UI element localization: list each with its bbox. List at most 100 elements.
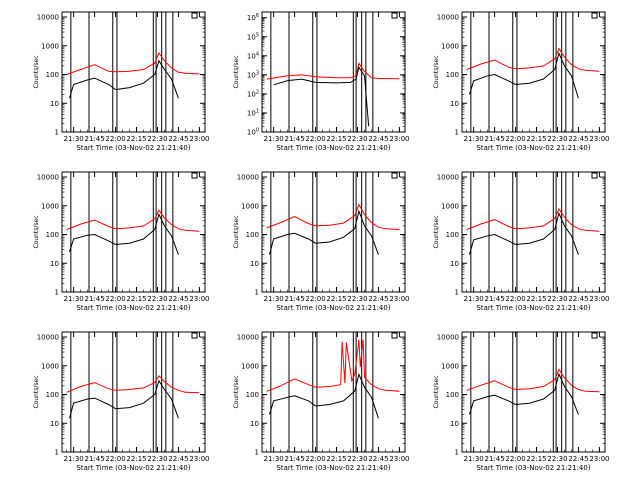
x-tick-label: 22:45: [568, 295, 588, 303]
x-tick-label: 21:45: [85, 135, 105, 143]
y-tick-label: 1000: [41, 202, 59, 210]
y-tick-label: 1000: [41, 42, 59, 50]
plot-frame: [61, 171, 206, 293]
x-axis: 21:30 21:45 22:00 22:15 22:30 22:45 23:00: [64, 12, 210, 143]
x-tick-label: 22:00: [105, 135, 125, 143]
x-tick-label: 23:00: [589, 295, 609, 303]
y-tick-label: 10: [450, 420, 459, 428]
y-axis-label: Counts/sec: [33, 55, 40, 88]
x-tick-label: 22:30: [547, 135, 567, 143]
series-line-events: [69, 379, 179, 419]
x-tick-label: 22:45: [368, 455, 388, 463]
panel-det-6: 1 10 100 1000 10000 21:30 21:45 22:00 22:15 22:30…: [433, 171, 610, 312]
y-tick-label: 1000: [441, 362, 459, 370]
y-tick-label: 10: [50, 420, 59, 428]
x-tick-label: 22:30: [347, 455, 367, 463]
panel-det-3: 1 10 100 1000 10000 21:30 21:45 22:00 22:15 22:30…: [433, 11, 610, 152]
x-axis-label: Start Time (03-Nov-02 21:21:40): [276, 304, 390, 312]
series-line-lld: [66, 51, 200, 75]
time-markers: [70, 332, 174, 452]
x-axis-label: Start Time (03-Nov-02 21:21:40): [76, 464, 190, 472]
corner-box: [591, 332, 598, 339]
x-tick-label: 23:00: [189, 135, 209, 143]
x-axis: 21:30 21:45 22:00 22:15 22:30 22:45 23:00: [264, 172, 410, 303]
x-tick-label: 23:00: [189, 455, 209, 463]
x-tick-label: 22:15: [526, 455, 546, 463]
plot-frame: [261, 11, 406, 133]
x-tick-label: 21:45: [285, 135, 305, 143]
plot-frame: [61, 11, 206, 133]
x-tick-label: 22:30: [547, 295, 567, 303]
plot-frame: [261, 331, 406, 453]
series-line-lld: [466, 207, 600, 232]
x-tick-label: 21:30: [64, 295, 84, 303]
x-tick-label: 21:45: [285, 455, 305, 463]
y-tick-label: 1000: [41, 362, 59, 370]
x-tick-label: 21:30: [264, 455, 284, 463]
x-axis: 21:30 21:45 22:00 22:15 22:30 22:45 23:00: [64, 332, 210, 463]
series-line-lld: [266, 62, 400, 80]
x-tick-label: 23:00: [389, 135, 409, 143]
x-tick-label: 22:30: [147, 455, 167, 463]
y-axis: 1 10 100 1000 10000: [437, 174, 605, 297]
corner-box: [391, 12, 398, 19]
x-tick-label: 21:30: [64, 455, 84, 463]
plot-frame: [261, 171, 406, 293]
y-tick-label: 1: [55, 129, 59, 137]
y-tick-label: 100: [247, 128, 259, 137]
series-line-lld: [66, 374, 200, 394]
y-tick-label: 10: [250, 260, 259, 268]
x-tick-label: 21:30: [264, 295, 284, 303]
y-tick-label: 10000: [437, 14, 459, 22]
x-tick-label: 21:45: [485, 295, 505, 303]
y-tick-label: 103: [247, 70, 259, 79]
y-tick-label: 10: [250, 420, 259, 428]
x-tick-label: 21:30: [464, 135, 484, 143]
y-tick-label: 1: [55, 449, 59, 457]
x-tick-label: 22:45: [368, 295, 388, 303]
y-axis: 1 10 100 1000 10000: [37, 174, 205, 297]
y-axis-label: Counts/sec: [33, 375, 40, 408]
y-tick-label: 1: [255, 289, 259, 297]
y-axis-label: Counts/sec: [233, 55, 240, 88]
time-markers: [270, 172, 374, 292]
series-line-events: [469, 51, 579, 99]
y-tick-label: 1: [455, 129, 459, 137]
x-tick-label: 21:45: [485, 135, 505, 143]
y-tick-label: 1000: [241, 362, 259, 370]
x-tick-label: 22:45: [568, 135, 588, 143]
series-line-events: [269, 209, 379, 255]
x-tick-label: 21:30: [64, 135, 84, 143]
y-axis: 1 10 100 1000 10000: [437, 334, 605, 457]
y-axis: 1 10 100 1000 10000: [37, 334, 205, 457]
y-tick-label: 106: [247, 13, 259, 22]
y-axis-label: Counts/sec: [433, 215, 440, 248]
x-tick-label: 21:30: [464, 295, 484, 303]
y-axis: 1 10 100 1000 10000: [237, 174, 405, 297]
series-line-events: [273, 66, 370, 127]
x-tick-label: 23:00: [389, 455, 409, 463]
x-tick-label: 22:15: [126, 135, 146, 143]
series-line-events: [469, 211, 579, 255]
y-tick-label: 100: [46, 391, 59, 399]
x-tick-label: 22:00: [305, 455, 325, 463]
x-tick-label: 22:00: [505, 135, 525, 143]
corner-box: [591, 172, 598, 179]
x-tick-label: 22:15: [326, 455, 346, 463]
x-tick-label: 22:45: [168, 135, 188, 143]
x-axis-label: Start Time (03-Nov-02 21:21:40): [476, 464, 590, 472]
time-markers: [470, 332, 574, 452]
x-tick-label: 21:30: [464, 455, 484, 463]
x-axis-label: Start Time (03-Nov-02 21:21:40): [476, 304, 590, 312]
x-tick-label: 21:30: [264, 135, 284, 143]
x-tick-label: 21:45: [85, 295, 105, 303]
y-tick-label: 101: [247, 108, 259, 117]
time-markers: [70, 172, 174, 292]
y-tick-label: 1: [255, 449, 259, 457]
y-tick-label: 102: [247, 89, 259, 98]
x-tick-label: 22:00: [505, 455, 525, 463]
x-tick-label: 21:45: [285, 295, 305, 303]
x-axis: 21:30 21:45 22:00 22:15 22:30 22:45 23:00: [264, 12, 410, 143]
panel-det-8: 1 10 100 1000 10000 21:30 21:45 22:00 22:15 22:30…: [233, 331, 410, 472]
